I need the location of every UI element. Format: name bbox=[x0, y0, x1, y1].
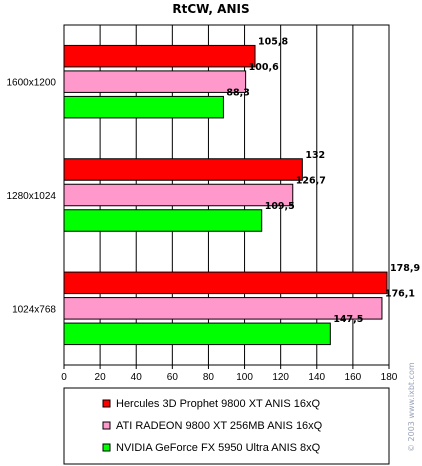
legend-label: Hercules 3D Prophet 9800 XT ANIS 16xQ bbox=[116, 398, 320, 410]
x-tick-label: 40 bbox=[131, 372, 143, 383]
x-tick-label: 20 bbox=[95, 372, 107, 383]
x-tick-label: 100 bbox=[236, 372, 253, 383]
bar bbox=[63, 322, 331, 346]
legend-label: ATI RADEON 9800 XT 256MB ANIS 16xQ bbox=[116, 420, 323, 432]
bar bbox=[63, 271, 388, 295]
x-axis-ticks: 0 20 40 60 80 100 120 140 160 180 bbox=[61, 365, 398, 383]
legend-swatch bbox=[102, 399, 111, 408]
bars: 105,8 100,6 88,3 132 126,7 109,5 178,9 176,1 147… bbox=[63, 36, 420, 346]
data-label: 176,1 bbox=[385, 289, 415, 300]
x-tick-label: 180 bbox=[381, 372, 398, 383]
category-labels: 1600x1200 1280x1024 1024x768 bbox=[7, 78, 57, 316]
category-label: 1280x1024 bbox=[7, 191, 57, 202]
data-label: 126,7 bbox=[296, 175, 326, 186]
category-label: 1024x768 bbox=[12, 304, 56, 315]
bar bbox=[63, 95, 224, 119]
legend-label: NVIDIA GeForce FX 5950 Ultra ANIS 8xQ bbox=[116, 442, 321, 454]
chart-title: RtCW, ANIS bbox=[172, 2, 249, 16]
bar bbox=[63, 44, 256, 68]
data-label: 100,6 bbox=[249, 62, 279, 73]
data-label: 147,5 bbox=[333, 314, 363, 325]
bar bbox=[63, 183, 294, 207]
data-label: 109,5 bbox=[265, 201, 295, 212]
x-tick-label: 160 bbox=[345, 372, 362, 383]
x-tick-label: 0 bbox=[61, 372, 67, 383]
bar bbox=[63, 70, 247, 93]
x-tick-label: 120 bbox=[272, 372, 289, 383]
legend: Hercules 3D Prophet 9800 XT ANIS 16xQ ATI… bbox=[63, 387, 390, 465]
watermark: © 2003 www.ixbt.com bbox=[407, 362, 416, 452]
category-label: 1600x1200 bbox=[7, 78, 57, 89]
bar bbox=[63, 158, 303, 181]
data-label: 178,9 bbox=[390, 263, 420, 274]
data-label: 105,8 bbox=[258, 36, 288, 47]
data-label: 88,3 bbox=[226, 87, 249, 98]
x-tick-label: 80 bbox=[203, 372, 215, 383]
x-tick-label: 140 bbox=[308, 372, 325, 383]
legend-box bbox=[63, 387, 390, 465]
x-tick-label: 60 bbox=[167, 372, 179, 383]
bar bbox=[63, 297, 383, 320]
legend-swatch bbox=[102, 421, 111, 430]
legend-swatch bbox=[102, 443, 111, 452]
bar bbox=[63, 209, 263, 232]
data-label: 132 bbox=[305, 150, 325, 161]
